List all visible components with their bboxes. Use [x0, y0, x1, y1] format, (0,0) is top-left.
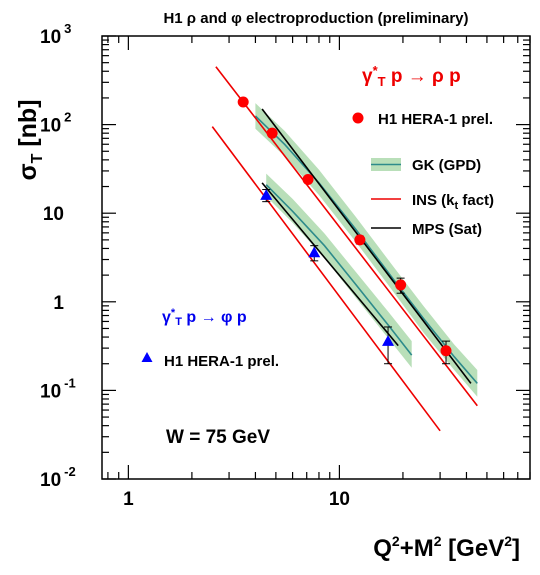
rho-data-point [302, 174, 314, 186]
legend-gk-label: GK (GPD) [412, 157, 481, 174]
x-tick-label: 10 [329, 489, 350, 510]
ins-curve-rho [215, 66, 478, 407]
legend-mps-label: MPS (Sat) [412, 221, 482, 238]
y-tick-label: 10 2 [40, 110, 71, 137]
legend-rho-label: H1 HERA-1 prel. [378, 111, 493, 128]
phi-data-point [260, 189, 273, 200]
w-label: W = 75 GeV [166, 427, 270, 448]
data-points [237, 96, 452, 365]
phi-process-label: γ*T p → φ p [162, 307, 247, 328]
y-tick-label: 10 3 [40, 21, 71, 48]
rho-data-point [440, 345, 452, 357]
legend-phi-marker [141, 352, 153, 362]
legend-rho-marker [352, 112, 364, 124]
rho-data-point [395, 279, 407, 291]
phi-data-point [382, 335, 395, 346]
legend-ins-label: INS (kt fact) [412, 192, 494, 212]
axis-ticks [102, 35, 531, 480]
x-tick-label: 1 [123, 489, 134, 510]
chart-title: H1 ρ and φ electroproduction (preliminar… [163, 10, 468, 27]
rho-data-point [266, 127, 278, 139]
mps-curve-rho [261, 108, 472, 384]
gk-curve-phi [265, 184, 413, 356]
ins-curve-phi [211, 126, 441, 432]
plot-frame [101, 35, 531, 480]
y-tick-label: 10 -1 [40, 375, 76, 402]
y-tick-label: 10 -2 [40, 464, 76, 491]
rho-process-label: γ*T p → ρ p [362, 63, 461, 89]
phi-data-point [308, 246, 321, 258]
mps-curve-phi [261, 182, 399, 347]
rho-data-point [354, 234, 366, 246]
legend-phi-label: H1 HERA-1 prel. [164, 353, 279, 370]
y-axis-label: σT [nb] [14, 99, 46, 180]
x-axis-label: Q2+M2 [GeV2] [373, 533, 520, 562]
y-tick-label: 10 [43, 204, 64, 225]
model-curves [211, 66, 478, 432]
y-tick-label: 1 [53, 293, 64, 314]
rho-data-point [237, 96, 249, 108]
